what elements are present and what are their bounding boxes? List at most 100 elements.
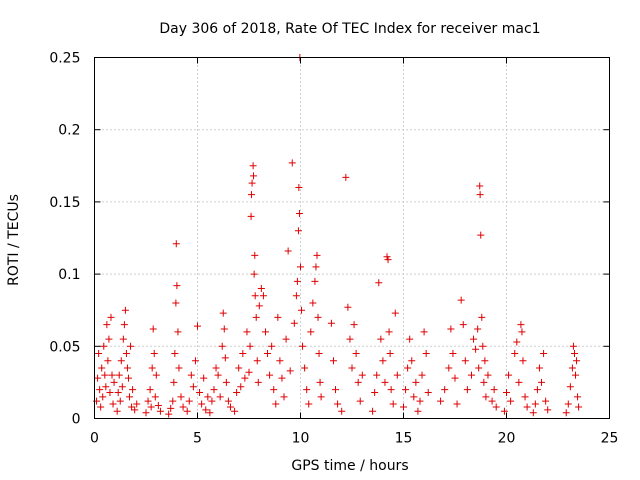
data-point: [97, 403, 105, 411]
data-point: [408, 357, 416, 365]
axis-ticks: [94, 57, 610, 419]
data-point: [288, 159, 296, 167]
data-point: [386, 350, 394, 358]
data-point: [101, 371, 109, 379]
data-point: [118, 383, 126, 391]
data-point: [224, 397, 232, 405]
data-point: [99, 393, 107, 401]
data-point: [185, 397, 193, 405]
data-point: [451, 374, 459, 382]
data-point: [253, 357, 261, 365]
data-point: [377, 335, 385, 343]
data-point: [123, 364, 131, 372]
data-point: [254, 378, 262, 386]
y-tick-label: 0: [72, 412, 81, 428]
data-point: [110, 378, 118, 386]
data-point: [165, 410, 173, 418]
data-point: [449, 350, 457, 358]
data-point: [488, 397, 496, 405]
data-point: [334, 400, 342, 408]
data-point: [317, 393, 325, 401]
data-point: [156, 407, 164, 415]
data-point: [255, 302, 263, 310]
data-point: [249, 162, 257, 170]
data-point: [373, 371, 381, 379]
data-point: [131, 406, 139, 414]
data-point: [575, 403, 583, 411]
data-point: [533, 386, 541, 394]
data-point: [194, 322, 201, 330]
data-point: [247, 212, 255, 220]
x-tick-labels: 0 5 10 15 20 25: [90, 431, 618, 447]
data-point: [404, 364, 412, 372]
data-point: [202, 406, 210, 414]
data-point: [338, 407, 346, 415]
data-point: [280, 393, 288, 401]
data-points: [93, 54, 583, 418]
data-point: [572, 371, 580, 379]
data-point: [480, 378, 488, 386]
data-point: [148, 364, 156, 372]
data-point: [198, 400, 206, 408]
data-point: [422, 350, 430, 358]
data-point: [445, 364, 453, 372]
data-point: [402, 386, 410, 394]
data-point: [309, 299, 317, 307]
data-point: [305, 400, 313, 408]
data-point: [342, 173, 350, 181]
data-point: [507, 397, 515, 405]
data-point: [257, 285, 265, 293]
data-point: [115, 371, 123, 379]
data-point: [515, 378, 523, 386]
data-point: [177, 393, 185, 401]
data-point: [251, 251, 259, 259]
data-point: [152, 371, 160, 379]
data-point: [286, 367, 294, 375]
data-point: [151, 393, 159, 401]
data-point: [312, 263, 320, 271]
data-point: [124, 374, 132, 382]
data-point: [475, 364, 483, 372]
data-point: [354, 378, 362, 386]
data-point: [247, 191, 255, 199]
data-point: [389, 400, 397, 408]
data-point: [114, 389, 122, 397]
data-point: [298, 306, 306, 314]
data-point: [327, 319, 335, 327]
data-point: [146, 386, 154, 394]
data-point: [414, 407, 422, 415]
data-point: [476, 191, 484, 199]
data-point: [127, 342, 135, 350]
data-point: [208, 397, 216, 405]
data-point: [206, 409, 214, 417]
data-point: [453, 400, 461, 408]
data-point: [481, 357, 489, 365]
data-point: [476, 182, 484, 190]
data-point: [381, 378, 389, 386]
data-point: [540, 350, 548, 358]
data-point: [511, 350, 519, 358]
data-point: [106, 389, 114, 397]
data-point: [109, 400, 117, 408]
data-point: [412, 378, 420, 386]
data-point: [387, 386, 395, 394]
data-point: [259, 292, 267, 300]
data-point: [105, 335, 113, 343]
data-point: [406, 335, 414, 343]
data-point: [383, 253, 391, 261]
data-point: [98, 364, 106, 372]
data-point: [294, 227, 302, 235]
data-point: [437, 397, 445, 405]
data-point: [463, 386, 471, 394]
data-point: [295, 209, 303, 217]
data-point: [204, 393, 212, 401]
data-point: [295, 183, 303, 191]
data-point: [358, 371, 366, 379]
data-point: [120, 321, 128, 329]
data-point: [243, 328, 251, 336]
data-point: [346, 335, 354, 343]
data-point: [391, 309, 399, 317]
data-point: [167, 404, 175, 412]
data-point: [564, 400, 572, 408]
